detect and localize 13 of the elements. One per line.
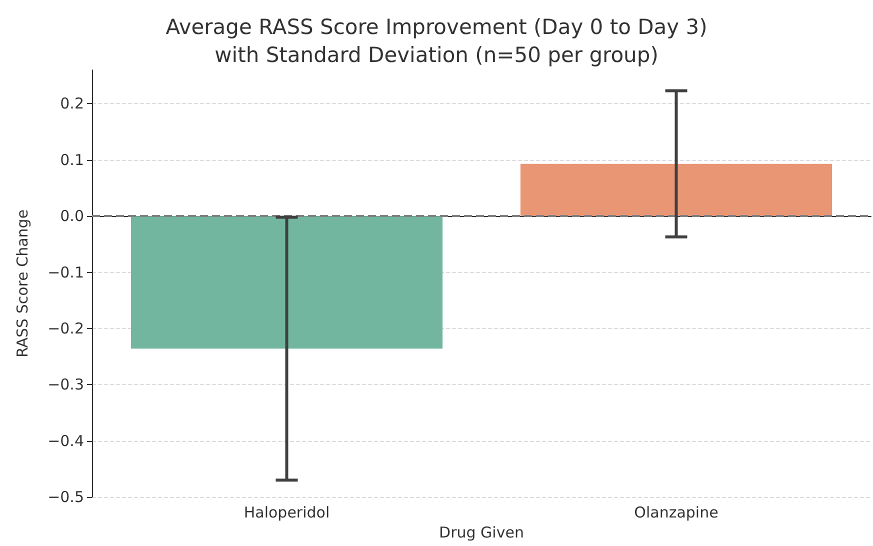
y-tick-label: 0.1 [60,150,84,169]
y-tick-label: −0.1 [48,263,84,282]
y-tick-label: 0.0 [60,207,84,226]
y-tick-label: −0.4 [48,432,84,450]
y-tick-label: −0.2 [48,319,84,338]
y-axis-title: RASS Score Change [14,209,32,358]
y-tick-label: −0.5 [48,488,84,506]
x-axis-title: Drug Given [439,524,524,542]
y-tick-label: 0.2 [60,94,84,113]
x-tick-label: Haloperidol [244,504,330,522]
chart-title: Average RASS Score Improvement (Day 0 to Day 3) with Standard Deviation (n=50 per group) [166,15,708,67]
y-tick-label: −0.3 [48,376,84,394]
x-tick-label: Olanzapine [634,504,718,522]
